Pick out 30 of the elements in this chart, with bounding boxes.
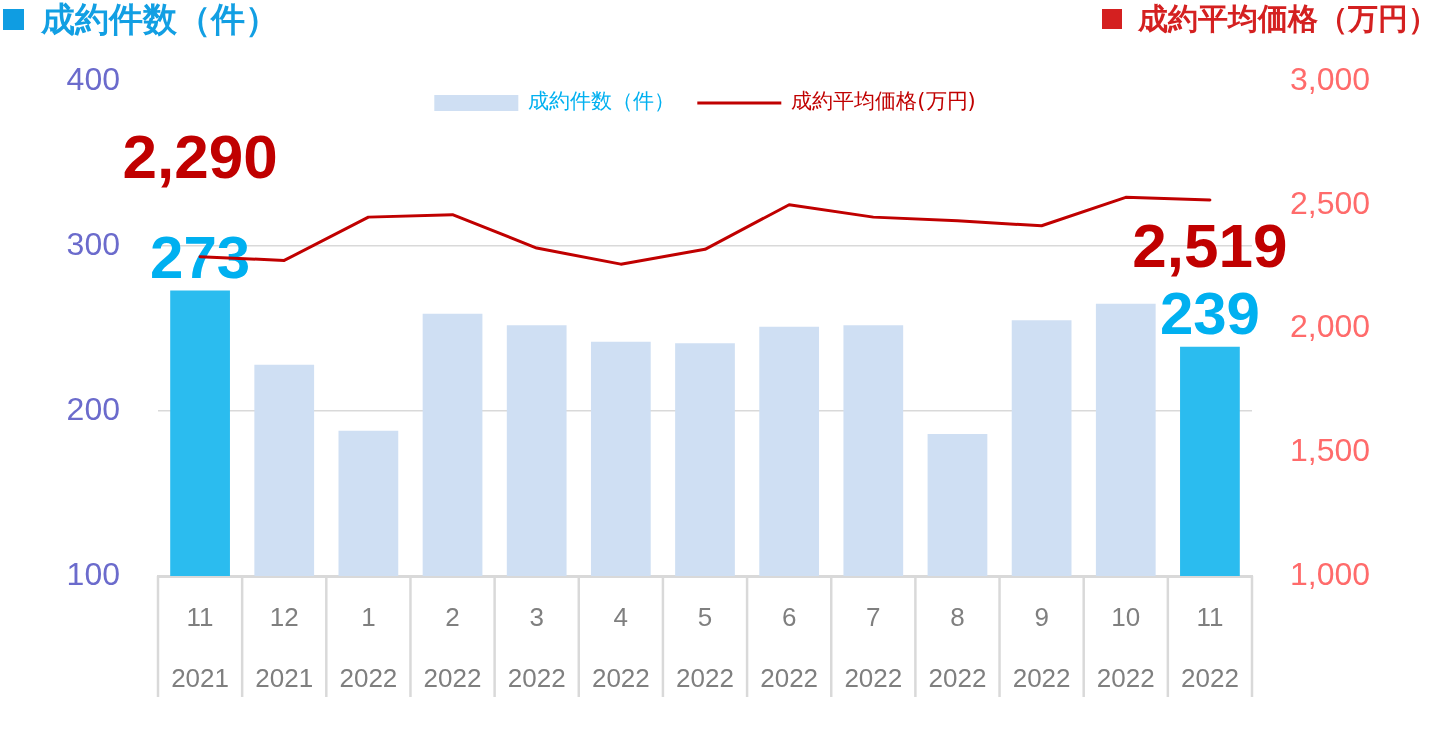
y2-tick-label: 3,000 <box>1290 60 1371 97</box>
y-tick-label: 100 <box>66 555 120 592</box>
x-tick-label: 4 2022 <box>591 601 650 693</box>
data-label: 273 <box>150 223 251 291</box>
y-tick-label: 200 <box>66 390 120 427</box>
x-tick-label: 3 2022 <box>507 601 566 693</box>
y2-tick-label: 2,000 <box>1290 308 1371 345</box>
x-tick-label: 7 2022 <box>844 601 903 693</box>
y-tick-label: 300 <box>66 225 120 262</box>
x-tick-label: 1 2022 <box>339 601 398 693</box>
legend-label: 成約平均価格(万円) <box>791 89 976 114</box>
x-tick-label: 8 2022 <box>928 601 987 693</box>
x-tick-label: 5 2022 <box>676 601 734 693</box>
y2-tick-label: 2,500 <box>1290 184 1371 221</box>
legend-label: 成約件数（件） <box>528 89 676 114</box>
y2-axis-title: 成約平均価格（万円） <box>1138 1 1438 38</box>
y2-tick-label: 1,000 <box>1290 555 1371 592</box>
x-tick-label: 12 2021 <box>255 601 314 693</box>
y-tick-label: 400 <box>66 60 120 97</box>
y2-tick-label: 1,500 <box>1290 432 1371 469</box>
data-label: 239 <box>1159 279 1260 347</box>
x-tick-label: 9 2022 <box>1012 601 1071 693</box>
x-tick-label: 10 2022 <box>1096 601 1155 693</box>
x-tick-label: 2 2022 <box>423 601 482 693</box>
data-label: 2,519 <box>1132 210 1288 280</box>
x-tick-label: 11 2022 <box>1181 601 1239 693</box>
y-axis-title: 成約件数（件） <box>41 0 279 39</box>
x-tick-label: 11 2021 <box>171 601 229 693</box>
data-label: 2,290 <box>122 121 278 191</box>
x-tick-label: 6 2022 <box>760 601 819 693</box>
